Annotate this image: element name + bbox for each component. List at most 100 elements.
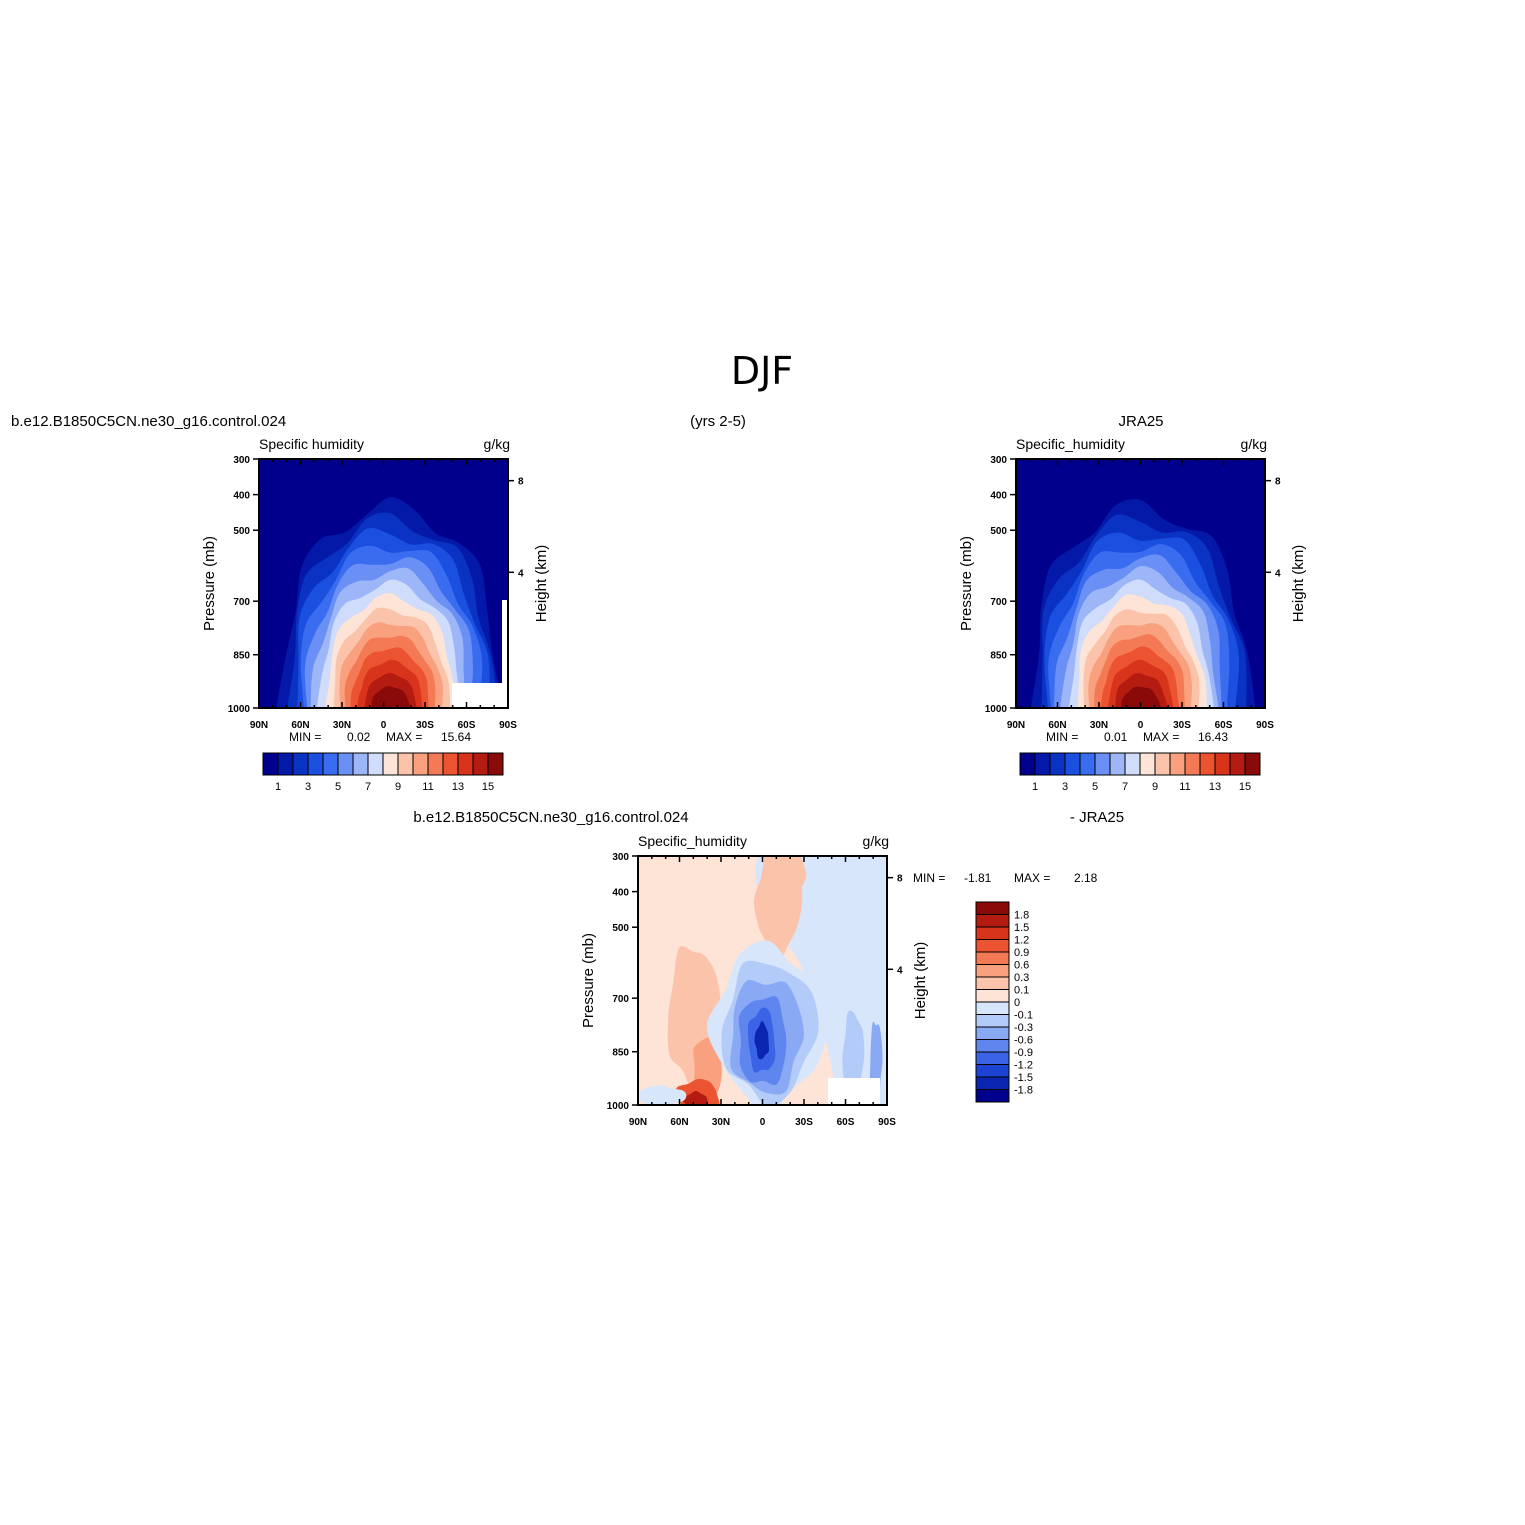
diff-colorbar-label: -0.3: [1014, 1022, 1033, 1034]
obs-colorbar-label: 15: [1239, 781, 1251, 793]
obs-colorbar-swatch: [1169, 752, 1186, 776]
obs-colorbar-swatch: [1214, 752, 1231, 776]
model-y-tick-label: 400: [233, 491, 250, 502]
obs-y-tick-label: 300: [990, 455, 1007, 466]
model-contours: [276, 497, 508, 708]
obs-y-tick-label: 700: [990, 597, 1007, 608]
obs-min-value: 0.01: [1104, 730, 1128, 744]
diff-y-tick-label: 500: [612, 923, 629, 934]
obs-colorbar-label: 1: [1032, 781, 1038, 793]
diff-right-tick-label: 4: [897, 965, 903, 976]
diff-colorbar-swatch: [975, 964, 1010, 978]
obs-colorbar-swatch: [1094, 752, 1111, 776]
diff-axes: 90N 60N 30N 0 30S 60S 90S 300 400 500 700 850 1000 8 4…: [580, 833, 1098, 1128]
diff-y-tick-label: 1000: [607, 1101, 630, 1112]
model-right-tick-label: 4: [518, 568, 524, 579]
model-max-value: 15.64: [441, 730, 471, 744]
obs-y-tick-label: 850: [990, 651, 1007, 662]
diff-colorbar-swatch: [975, 1001, 1010, 1015]
diff-x-tick-label: 60N: [670, 1117, 688, 1128]
obs-right-axis-label: Height (km): [1290, 545, 1307, 623]
model-colorbar-swatch: [367, 752, 384, 776]
diff-x-tick-label: 90S: [878, 1117, 896, 1128]
diff-colorbar-swatch: [975, 1089, 1010, 1103]
diff-colorbar-label: 0: [1014, 997, 1020, 1009]
model-colorbar-swatch: [457, 752, 474, 776]
years-label: (yrs 2-5): [690, 413, 746, 430]
obs-x-tick-label: 30S: [1173, 720, 1191, 731]
diff-x-tick-label: 30S: [795, 1117, 813, 1128]
model-x-tick-label: 60N: [291, 720, 309, 731]
model-colorbar-swatch: [352, 752, 369, 776]
diff-positive-surface-core: [682, 1090, 709, 1105]
diff-case-label: b.e12.B1850C5CN.ne30_g16.control.024: [413, 809, 688, 826]
model-x-tick-label: 90N: [250, 720, 268, 731]
figure-title: DJF: [731, 349, 793, 393]
diff-colorbar-swatch: [975, 989, 1010, 1003]
diff-colorbar-label: 0.6: [1014, 960, 1029, 972]
model-y-axis-label: Pressure (mb): [201, 536, 218, 631]
obs-axes: 90N 60N 30N 0 30S 60S 90S 300 400 500 700 850 1000 8 4…: [958, 436, 1307, 744]
diff-colorbar-swatch: [975, 914, 1010, 928]
obs-colorbar-label: 3: [1062, 781, 1068, 793]
model-title: Specific humidity: [259, 436, 364, 452]
model-y-tick-label: 700: [233, 597, 250, 608]
diff-x-tick-label: 0: [760, 1117, 766, 1128]
model-colorbar-swatch: [382, 752, 399, 776]
diff-units: g/kg: [863, 833, 889, 849]
diff-title: Specific_humidity: [638, 833, 747, 849]
model-colorbar-label: 13: [452, 781, 464, 793]
obs-colorbar-label: 11: [1179, 781, 1190, 793]
obs-colorbar: 1 3 5 7 9 11 13 15: [1019, 752, 1261, 793]
obs-colorbar-label: 13: [1209, 781, 1221, 793]
diff-colorbar-label: 0.3: [1014, 972, 1029, 984]
diff-minus-label: - JRA25: [1070, 809, 1124, 826]
diff-colorbar-label: 0.9: [1014, 947, 1029, 959]
model-colorbar-swatch: [307, 752, 324, 776]
obs-title: Specific_humidity: [1016, 436, 1125, 452]
obs-colorbar-label: 7: [1122, 781, 1128, 793]
obs-min-label: MIN =: [1046, 730, 1078, 744]
obs-colorbar-label: 9: [1152, 781, 1158, 793]
model-colorbar-swatch: [322, 752, 339, 776]
diff-colorbar-swatch: [975, 1039, 1010, 1053]
obs-colorbar-swatch: [1229, 752, 1246, 776]
diff-colorbar: 1.81.51.20.90.60.30.10-0.1-0.3-0.6-0.9-1…: [975, 901, 1033, 1103]
model-right-tick-label: 8: [518, 477, 524, 488]
diff-colorbar-label: 1.2: [1014, 935, 1029, 947]
obs-colorbar-swatch: [1199, 752, 1216, 776]
diff-colorbar-swatch: [975, 976, 1010, 990]
model-y-tick-label: 1000: [228, 704, 251, 715]
obs-colorbar-swatch: [1109, 752, 1126, 776]
model-right-axis-label: Height (km): [533, 545, 550, 623]
diff-colorbar-label: -1.2: [1014, 1060, 1033, 1072]
model-y-tick-label: 850: [233, 651, 250, 662]
model-missing-data-strip: [502, 600, 508, 683]
diff-colorbar-label: -1.5: [1014, 1072, 1033, 1084]
diff-x-tick-label: 90N: [629, 1117, 647, 1128]
model-x-tick-label: 90S: [499, 720, 517, 731]
diff-humidity-panel: 90N 60N 30N 0 30S 60S 90S 300 400 500 700 850 1000 8 4…: [580, 833, 1098, 1128]
diff-max-value: 2.18: [1074, 871, 1098, 885]
model-colorbar-swatch: [412, 752, 429, 776]
diff-colorbar-label: -0.9: [1014, 1047, 1033, 1059]
model-max-label: MAX =: [386, 730, 422, 744]
diff-max-label: MAX =: [1014, 871, 1050, 885]
model-colorbar-label: 5: [335, 781, 341, 793]
obs-colorbar-swatch: [1079, 752, 1096, 776]
obs-colorbar-swatch: [1154, 752, 1171, 776]
diff-colorbar-label: -0.6: [1014, 1035, 1033, 1047]
model-units: g/kg: [484, 436, 510, 452]
obs-colorbar-label: 5: [1092, 781, 1098, 793]
obs-contours: [1030, 499, 1256, 708]
diff-positive-upper-blob-2: [770, 856, 807, 902]
diff-min-label: MIN =: [913, 871, 945, 885]
model-colorbar-swatch: [337, 752, 354, 776]
obs-colorbar-swatch: [1034, 752, 1051, 776]
diff-y-tick-label: 400: [612, 888, 629, 899]
model-colorbar-swatch: [397, 752, 414, 776]
obs-max-value: 16.43: [1198, 730, 1228, 744]
model-x-tick-label: 0: [381, 720, 387, 731]
humidity-band-15: [1121, 686, 1161, 708]
